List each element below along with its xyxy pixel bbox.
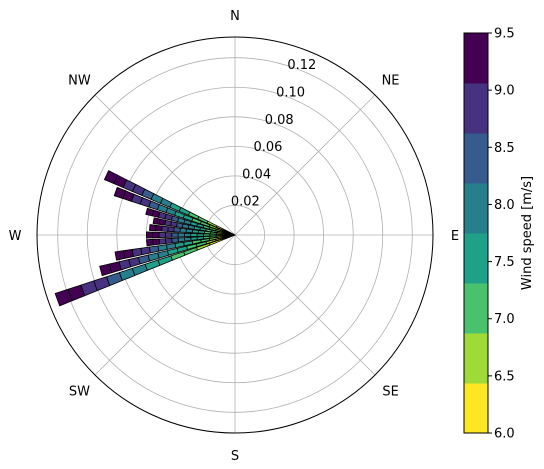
radial-tick-label: 0.10 <box>276 85 305 100</box>
colorbar-segment <box>464 233 488 284</box>
windrose-bar-segment <box>99 263 113 277</box>
direction-label-ne: NE <box>382 73 400 88</box>
colorbar-segment <box>464 33 488 84</box>
windrose-bar-segment <box>113 186 126 199</box>
windrose-bar-segment <box>131 247 143 257</box>
windrose-bar-segment <box>148 245 160 254</box>
windrose-bar-segment <box>183 232 192 238</box>
angular-gridline-se <box>234 234 376 376</box>
colorbar-segment <box>464 383 488 434</box>
windrose-bar-segment <box>158 231 166 239</box>
angular-gridline-nw <box>94 94 236 236</box>
windrose-bar-segment <box>171 237 179 244</box>
windrose-bar-segment <box>202 233 211 237</box>
colorbar: 6.0 6.5 7.0 7.5 8.0 8.5 9.0 9.5 Wind speed [m/s] <box>463 27 535 442</box>
polar-axes <box>37 37 433 433</box>
direction-label-sw: SW <box>69 385 90 400</box>
windrose-bar-segment <box>209 235 217 239</box>
windrose-bar-segment <box>54 288 73 307</box>
windrose-bar-segment <box>191 229 199 234</box>
windrose-bar-segment <box>181 223 190 229</box>
direction-label-s: S <box>231 449 239 464</box>
radial-tick-label: 0.04 <box>242 167 271 182</box>
colorbar-tick-label: 6.0 <box>494 427 515 442</box>
windrose-bar-segment <box>152 238 160 246</box>
radial-tick-labels: 0.02 0.04 0.06 0.08 0.10 0.12 <box>231 58 316 210</box>
colorbar-segment <box>464 133 488 184</box>
windrose-bar-segment <box>145 207 155 217</box>
direction-label-n: N <box>230 9 240 24</box>
windrose-bar-segment <box>149 224 157 232</box>
colorbar-tick-label: 8.5 <box>494 141 515 156</box>
angular-gridline-ne <box>234 94 376 236</box>
colorbar-tick-label: 9.0 <box>494 84 515 99</box>
windrose-bar-segment <box>164 232 173 238</box>
polar-frame <box>36 36 434 434</box>
windrose-bar-segment <box>145 231 154 239</box>
windrose-bar-segment <box>152 217 161 225</box>
windrose-bar-segment <box>184 236 192 242</box>
windrose-bar-segment <box>157 244 168 252</box>
windrose-bar-segment <box>196 236 204 241</box>
radial-tick-label: 0.08 <box>265 113 294 128</box>
windrose-bar-segment <box>114 250 126 261</box>
windrose-bar-segment <box>146 238 154 247</box>
windrose-bar-segment <box>209 233 217 237</box>
colorbar-tick-label: 7.0 <box>494 312 515 327</box>
direction-label-w: W <box>9 229 22 244</box>
colorbar-label: Wind speed [m/s] <box>520 176 535 290</box>
windrose-bar-segment <box>165 237 173 244</box>
windrose-bar-segment <box>179 227 187 233</box>
colorbar-tick-label: 9.5 <box>494 27 515 42</box>
direction-labels: N NE E SE S SW W NW <box>9 9 460 464</box>
windrose-bar-segment <box>185 228 193 234</box>
windrose-bar-segment <box>171 232 179 238</box>
colorbar-segment <box>464 183 488 234</box>
colorbar-segment <box>464 83 488 134</box>
windrose-bar-segment <box>158 238 167 245</box>
colorbar-tick-label: 6.5 <box>494 369 515 384</box>
windrose-bar-segment <box>152 231 160 239</box>
polar-frame-circle <box>36 36 434 434</box>
windrose-bar-segment <box>161 225 169 232</box>
direction-label-se: SE <box>382 385 398 400</box>
angular-gridline-sw <box>94 234 236 376</box>
windrose-bars <box>54 170 236 307</box>
windrose-bar-segment <box>104 170 119 184</box>
colorbar-frame <box>463 32 489 434</box>
windrose-bar-segment <box>202 235 211 240</box>
windrose-bar-segment <box>155 224 163 232</box>
windrose-bar-segment <box>166 243 177 250</box>
windrose-bar-segment <box>167 226 175 233</box>
direction-label-e: E <box>451 229 459 244</box>
direction-label-nw: NW <box>68 73 91 88</box>
windrose-bar-segment <box>196 233 204 237</box>
colorbar-tick-label: 7.5 <box>494 255 515 270</box>
windrose-bar-segment <box>177 237 186 243</box>
windrose-bar-segment <box>173 227 181 233</box>
colorbar-segment <box>464 333 488 384</box>
radial-tick-label: 0.02 <box>231 195 260 210</box>
windrose-bar-segment <box>177 232 185 238</box>
colorbar-tick-label: 8.0 <box>494 198 515 213</box>
radial-tick-label: 0.06 <box>253 140 282 155</box>
windrose-bar-segment <box>140 246 151 256</box>
radial-tick-label: 0.12 <box>287 58 316 73</box>
windrose-bar-segment <box>190 236 198 241</box>
colorbar-segment <box>464 283 488 334</box>
windrose-bar-segment <box>190 233 198 237</box>
